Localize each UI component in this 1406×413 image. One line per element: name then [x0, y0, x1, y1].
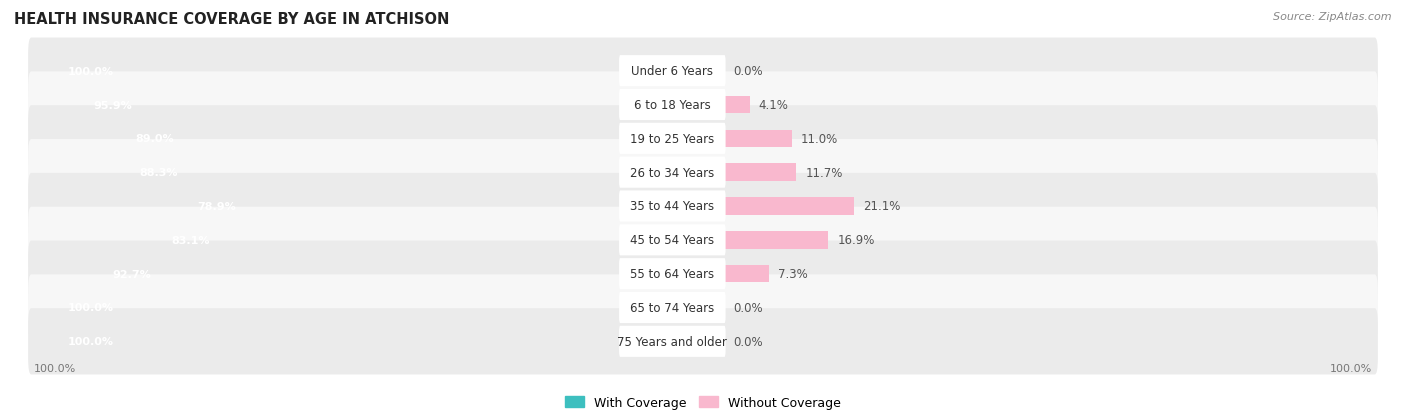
Text: 88.3%: 88.3% [139, 168, 179, 178]
FancyBboxPatch shape [28, 140, 1378, 206]
FancyBboxPatch shape [28, 275, 1378, 341]
Text: 26 to 34 Years: 26 to 34 Years [630, 166, 714, 179]
Text: 19 to 25 Years: 19 to 25 Years [630, 133, 714, 145]
FancyBboxPatch shape [28, 309, 1378, 375]
Text: 0.0%: 0.0% [734, 335, 763, 348]
FancyBboxPatch shape [28, 173, 1378, 240]
Text: 45 to 54 Years: 45 to 54 Years [630, 234, 714, 247]
Text: 11.0%: 11.0% [801, 133, 838, 145]
Text: 100.0%: 100.0% [1330, 363, 1372, 373]
Bar [724, 164, 796, 182]
FancyBboxPatch shape [619, 123, 725, 154]
FancyBboxPatch shape [619, 326, 725, 357]
Text: Source: ZipAtlas.com: Source: ZipAtlas.com [1274, 12, 1392, 22]
Legend: With Coverage, Without Coverage: With Coverage, Without Coverage [561, 391, 845, 413]
Text: 83.1%: 83.1% [172, 235, 209, 245]
FancyBboxPatch shape [619, 225, 725, 256]
Text: 0.0%: 0.0% [734, 301, 763, 314]
Text: 7.3%: 7.3% [779, 268, 808, 280]
Bar [724, 265, 769, 283]
Bar [724, 231, 828, 249]
Text: 100.0%: 100.0% [67, 66, 114, 76]
Text: 0.0%: 0.0% [734, 65, 763, 78]
Text: 78.9%: 78.9% [197, 202, 236, 211]
Text: 100.0%: 100.0% [67, 303, 114, 313]
Text: 95.9%: 95.9% [93, 100, 132, 110]
Bar [724, 198, 853, 215]
FancyBboxPatch shape [619, 56, 725, 87]
FancyBboxPatch shape [28, 38, 1378, 104]
FancyBboxPatch shape [619, 157, 725, 188]
Text: 6 to 18 Years: 6 to 18 Years [634, 99, 710, 112]
FancyBboxPatch shape [28, 72, 1378, 138]
FancyBboxPatch shape [28, 106, 1378, 172]
Text: 75 Years and older: 75 Years and older [617, 335, 727, 348]
Text: 21.1%: 21.1% [863, 200, 900, 213]
Text: 65 to 74 Years: 65 to 74 Years [630, 301, 714, 314]
Text: 100.0%: 100.0% [67, 337, 114, 347]
Text: 16.9%: 16.9% [838, 234, 875, 247]
FancyBboxPatch shape [28, 241, 1378, 307]
FancyBboxPatch shape [28, 207, 1378, 273]
Bar [724, 130, 792, 148]
Text: 92.7%: 92.7% [112, 269, 152, 279]
Text: 55 to 64 Years: 55 to 64 Years [630, 268, 714, 280]
Text: HEALTH INSURANCE COVERAGE BY AGE IN ATCHISON: HEALTH INSURANCE COVERAGE BY AGE IN ATCH… [14, 12, 450, 27]
Text: 4.1%: 4.1% [759, 99, 789, 112]
Text: 89.0%: 89.0% [135, 134, 174, 144]
Text: 11.7%: 11.7% [806, 166, 842, 179]
FancyBboxPatch shape [619, 191, 725, 222]
FancyBboxPatch shape [619, 90, 725, 121]
Text: 35 to 44 Years: 35 to 44 Years [630, 200, 714, 213]
FancyBboxPatch shape [619, 259, 725, 290]
Bar [724, 97, 749, 114]
Text: 100.0%: 100.0% [34, 363, 76, 373]
FancyBboxPatch shape [619, 292, 725, 323]
Text: Under 6 Years: Under 6 Years [631, 65, 713, 78]
